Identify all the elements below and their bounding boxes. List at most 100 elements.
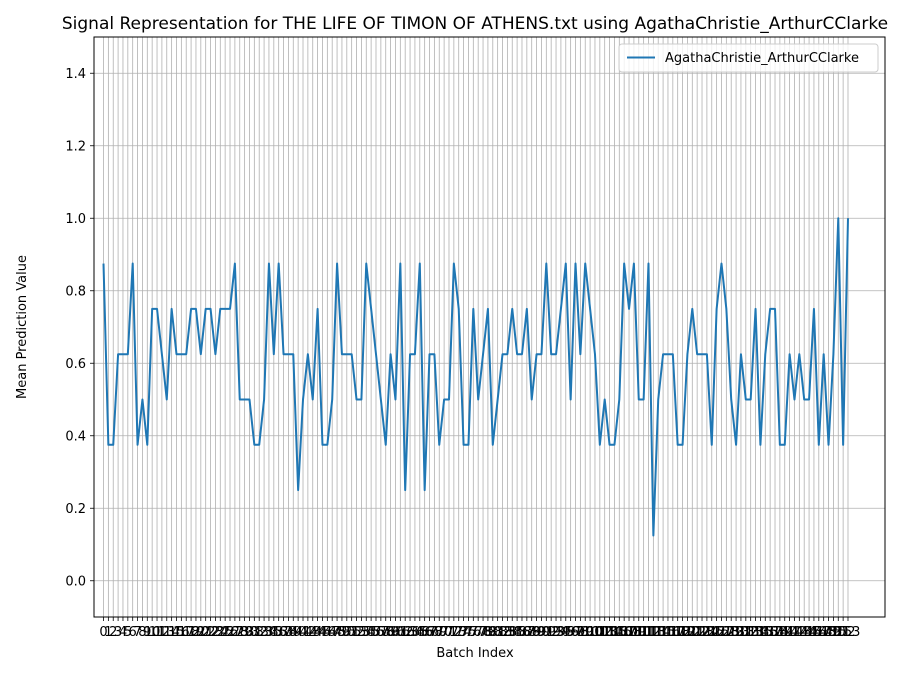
x-tick-label: 66 bbox=[416, 625, 433, 640]
x-tick-label: 100 bbox=[578, 625, 603, 640]
x-tick-label: 104 bbox=[597, 625, 622, 640]
x-tick-label: 116 bbox=[656, 625, 681, 640]
x-tick-label: 32 bbox=[251, 625, 268, 640]
x-tick-label: 37 bbox=[275, 625, 292, 640]
x-tick-label: 125 bbox=[699, 625, 724, 640]
x-tick-label: 29 bbox=[236, 625, 253, 640]
x-tick-label: 153 bbox=[836, 625, 861, 640]
x-tick-label: 140 bbox=[772, 625, 797, 640]
x-tick-label: 92 bbox=[543, 625, 560, 640]
x-tick-label: 108 bbox=[617, 625, 642, 640]
x-tick-label: 47 bbox=[324, 625, 341, 640]
x-tick-label: 33 bbox=[256, 625, 273, 640]
x-tick-label: 98 bbox=[572, 625, 589, 640]
x-tick-label: 0 bbox=[99, 625, 107, 640]
x-tick-label: 12 bbox=[154, 625, 171, 640]
x-tick-label: 21 bbox=[197, 625, 214, 640]
x-tick-label: 86 bbox=[514, 625, 531, 640]
y-tick-label: 1.0 bbox=[65, 212, 86, 227]
x-tick-label: 128 bbox=[714, 625, 739, 640]
x-tick-label: 41 bbox=[295, 625, 312, 640]
x-tick-label: 15 bbox=[168, 625, 185, 640]
x-axis-title: Batch Index bbox=[436, 646, 514, 661]
x-tick-label: 130 bbox=[724, 625, 749, 640]
x-tick-label: 48 bbox=[329, 625, 346, 640]
x-tick-label: 143 bbox=[787, 625, 812, 640]
x-tick-label: 82 bbox=[494, 625, 511, 640]
x-tick-label: 101 bbox=[583, 625, 608, 640]
x-tick-label: 107 bbox=[612, 625, 637, 640]
x-tick-label: 18 bbox=[183, 625, 200, 640]
legend-label: AgathaChristie_ArthurCClarke bbox=[665, 51, 859, 66]
x-tick-label: 79 bbox=[480, 625, 497, 640]
x-tick-label: 42 bbox=[300, 625, 317, 640]
y-tick-label: 0.6 bbox=[65, 357, 86, 372]
x-tick-label: 3 bbox=[114, 625, 122, 640]
x-tick-label: 93 bbox=[548, 625, 565, 640]
x-tick-label: 36 bbox=[270, 625, 287, 640]
x-tick-label: 152 bbox=[831, 625, 856, 640]
x-tick-label: 76 bbox=[465, 625, 482, 640]
x-tick-label: 133 bbox=[738, 625, 763, 640]
x-tick-label: 103 bbox=[592, 625, 617, 640]
x-tick-label: 67 bbox=[421, 625, 438, 640]
x-tick-label: 134 bbox=[743, 625, 768, 640]
x-tick-label: 43 bbox=[304, 625, 321, 640]
x-tick-label: 144 bbox=[792, 625, 817, 640]
x-tick-label: 46 bbox=[319, 625, 336, 640]
x-tick-label: 20 bbox=[193, 625, 210, 640]
x-tick-label: 39 bbox=[285, 625, 302, 640]
x-tick-label: 57 bbox=[373, 625, 390, 640]
x-tick-label: 68 bbox=[426, 625, 443, 640]
x-tick-label: 145 bbox=[797, 625, 822, 640]
x-tick-label: 129 bbox=[719, 625, 744, 640]
x-tick-label: 62 bbox=[397, 625, 414, 640]
x-tick-label: 95 bbox=[557, 625, 574, 640]
x-tick-label: 28 bbox=[231, 625, 248, 640]
x-tick-label: 88 bbox=[523, 625, 540, 640]
x-tick-label: 115 bbox=[651, 625, 676, 640]
x-tick-label: 127 bbox=[709, 625, 734, 640]
x-tick-label: 51 bbox=[343, 625, 360, 640]
x-tick-label: 31 bbox=[246, 625, 263, 640]
x-tick-label: 132 bbox=[733, 625, 758, 640]
x-tick-label: 118 bbox=[665, 625, 690, 640]
x-tick-label: 8 bbox=[138, 625, 146, 640]
x-tick-label: 25 bbox=[217, 625, 234, 640]
chart-title: Signal Representation for THE LIFE OF TI… bbox=[62, 14, 888, 34]
y-tick-label: 0.2 bbox=[65, 502, 86, 517]
x-tick-label: 80 bbox=[485, 625, 502, 640]
x-tick-label: 105 bbox=[602, 625, 627, 640]
x-tick-label: 137 bbox=[758, 625, 783, 640]
x-tick-label: 142 bbox=[782, 625, 807, 640]
x-tick-label: 1 bbox=[104, 625, 112, 640]
x-tick-label: 84 bbox=[504, 625, 521, 640]
x-tick-label: 78 bbox=[475, 625, 492, 640]
x-tick-label: 59 bbox=[382, 625, 399, 640]
x-tick-label: 102 bbox=[587, 625, 612, 640]
x-tick-label: 87 bbox=[519, 625, 536, 640]
legend: AgathaChristie_ArthurCClarke bbox=[618, 43, 879, 73]
x-tick-label: 11 bbox=[149, 625, 166, 640]
x-tick-label: 40 bbox=[290, 625, 307, 640]
x-tick-label: 148 bbox=[811, 625, 836, 640]
x-tick-label: 75 bbox=[460, 625, 477, 640]
x-tick-label: 135 bbox=[748, 625, 773, 640]
x-tick-label: 106 bbox=[607, 625, 632, 640]
x-tick-label: 64 bbox=[407, 625, 424, 640]
x-tick-label: 150 bbox=[821, 625, 846, 640]
x-tick-label: 69 bbox=[431, 625, 448, 640]
x-tick-label: 38 bbox=[280, 625, 297, 640]
x-tick-label: 35 bbox=[266, 625, 283, 640]
x-tick-label: 58 bbox=[377, 625, 394, 640]
y-tick-label: 1.4 bbox=[65, 67, 86, 82]
x-tick-label: 7 bbox=[133, 625, 141, 640]
x-tick-label: 147 bbox=[806, 625, 831, 640]
x-tick-label: 54 bbox=[358, 625, 375, 640]
x-tick-label: 72 bbox=[446, 625, 463, 640]
plot-frame bbox=[93, 36, 886, 618]
x-tick-label: 14 bbox=[163, 625, 180, 640]
x-tick-label: 112 bbox=[636, 625, 661, 640]
x-tick-label: 22 bbox=[202, 625, 219, 640]
